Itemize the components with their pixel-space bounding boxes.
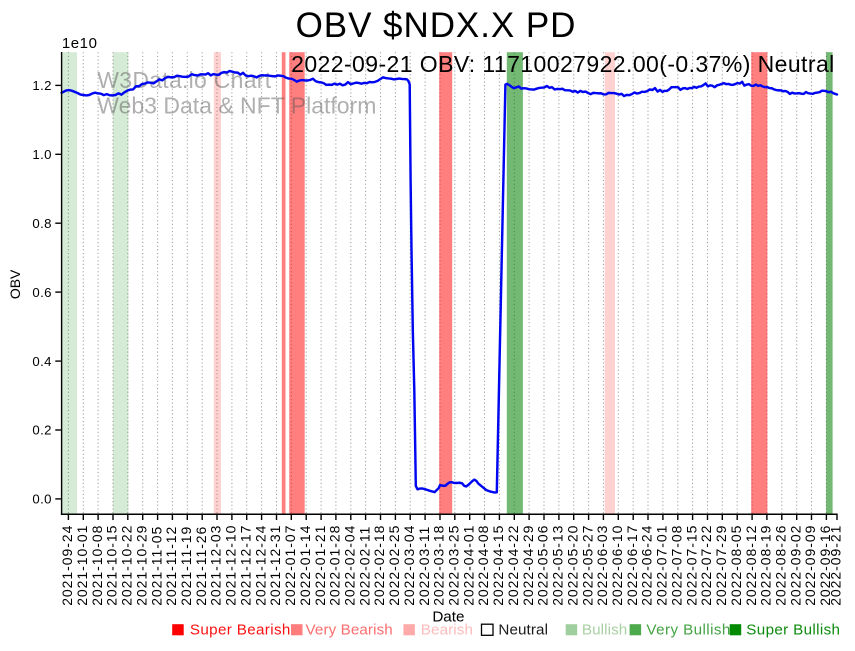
- svg-text:2022-07-15: 2022-07-15: [683, 525, 699, 606]
- svg-text:2021-10-22: 2021-10-22: [119, 525, 135, 606]
- svg-text:2022-04-01: 2022-04-01: [460, 525, 476, 606]
- svg-text:2022-01-28: 2022-01-28: [327, 525, 343, 606]
- svg-text:2022-05-13: 2022-05-13: [550, 525, 566, 606]
- svg-text:2022-01-07: 2022-01-07: [282, 525, 298, 606]
- svg-text:W3Data.io Chart: W3Data.io Chart: [97, 67, 271, 93]
- svg-text:Bearish: Bearish: [421, 621, 473, 638]
- svg-text:2022-01-14: 2022-01-14: [297, 525, 313, 606]
- svg-text:2021-12-31: 2021-12-31: [267, 525, 283, 606]
- svg-text:2022-07-08: 2022-07-08: [669, 525, 685, 606]
- svg-text:Very Bullish: Very Bullish: [646, 621, 730, 638]
- svg-text:2022-06-24: 2022-06-24: [639, 525, 655, 606]
- svg-text:2022-04-08: 2022-04-08: [475, 525, 491, 606]
- svg-text:2022-02-25: 2022-02-25: [386, 525, 402, 606]
- svg-text:0.6: 0.6: [32, 285, 51, 300]
- svg-text:0.8: 0.8: [32, 216, 51, 231]
- svg-text:2022-04-29: 2022-04-29: [520, 525, 536, 606]
- svg-text:OBV $NDX.X PD: OBV $NDX.X PD: [296, 6, 577, 45]
- svg-text:2022-08-26: 2022-08-26: [773, 525, 789, 606]
- svg-text:2022-02-11: 2022-02-11: [356, 526, 372, 606]
- svg-text:2022-03-04: 2022-03-04: [401, 525, 417, 606]
- svg-text:1e10: 1e10: [62, 35, 98, 52]
- svg-text:1.2: 1.2: [32, 78, 51, 93]
- svg-text:OBV: OBV: [7, 269, 23, 299]
- svg-text:2022-04-15: 2022-04-15: [490, 525, 506, 606]
- svg-text:0.4: 0.4: [32, 354, 51, 369]
- svg-text:2022-09-21: 2022-09-21: [828, 525, 844, 606]
- svg-text:2021-10-01: 2021-10-01: [74, 525, 90, 606]
- svg-text:2021-11-19: 2021-11-19: [178, 526, 194, 606]
- svg-text:0.2: 0.2: [32, 423, 51, 438]
- svg-text:2021-12-03: 2021-12-03: [208, 525, 224, 606]
- svg-text:2021-12-24: 2021-12-24: [252, 525, 268, 606]
- svg-text:2021-11-05: 2021-11-05: [148, 526, 164, 606]
- svg-text:2022-04-22: 2022-04-22: [505, 525, 521, 606]
- svg-text:2022-05-20: 2022-05-20: [564, 525, 580, 606]
- svg-text:2022-05-27: 2022-05-27: [579, 525, 595, 606]
- svg-text:Neutral: Neutral: [498, 621, 548, 638]
- svg-text:2021-12-10: 2021-12-10: [223, 525, 239, 606]
- svg-text:2022-09-16: 2022-09-16: [817, 525, 833, 606]
- svg-text:2021-09-24: 2021-09-24: [59, 525, 75, 606]
- svg-text:2022-09-02: 2022-09-02: [787, 525, 803, 606]
- svg-text:Date: Date: [432, 609, 464, 626]
- svg-text:Super Bearish: Super Bearish: [190, 621, 291, 638]
- svg-text:2021-10-15: 2021-10-15: [104, 525, 120, 606]
- svg-text:2021-10-08: 2021-10-08: [89, 525, 105, 606]
- svg-text:2022-08-05: 2022-08-05: [728, 525, 744, 606]
- svg-text:2022-02-18: 2022-02-18: [371, 525, 387, 606]
- svg-text:0.0: 0.0: [32, 492, 51, 507]
- svg-text:2022-06-03: 2022-06-03: [594, 525, 610, 606]
- svg-text:2022-08-12: 2022-08-12: [743, 525, 759, 606]
- svg-text:2021-11-12: 2021-11-12: [163, 526, 179, 606]
- svg-text:2021-10-29: 2021-10-29: [133, 525, 149, 606]
- svg-text:Super Bullish: Super Bullish: [746, 621, 840, 638]
- svg-text:2022-02-04: 2022-02-04: [342, 525, 358, 606]
- svg-text:Bullish: Bullish: [582, 621, 627, 638]
- svg-text:2022-08-19: 2022-08-19: [758, 525, 774, 606]
- svg-text:2022-07-29: 2022-07-29: [713, 525, 729, 606]
- svg-text:2022-06-10: 2022-06-10: [609, 525, 625, 606]
- svg-text:2022-09-21 OBV: 11710027922.00: 2022-09-21 OBV: 11710027922.00(-0.37%) N…: [291, 51, 835, 77]
- svg-text:2022-01-21: 2022-01-21: [312, 525, 328, 606]
- svg-text:Web3 Data & NFT Platform: Web3 Data & NFT Platform: [97, 92, 376, 118]
- svg-text:2022-07-01: 2022-07-01: [654, 525, 670, 606]
- svg-text:2021-12-17: 2021-12-17: [237, 525, 253, 606]
- svg-text:2022-07-22: 2022-07-22: [698, 525, 714, 606]
- svg-text:2021-11-26: 2021-11-26: [193, 526, 209, 606]
- svg-text:2022-06-17: 2022-06-17: [624, 525, 640, 606]
- svg-text:2022-03-18: 2022-03-18: [431, 525, 447, 606]
- svg-text:2022-05-06: 2022-05-06: [535, 525, 551, 606]
- svg-text:Very Bearish: Very Bearish: [306, 621, 393, 638]
- svg-text:1.0: 1.0: [32, 147, 51, 162]
- svg-text:2022-03-11: 2022-03-11: [416, 526, 432, 606]
- svg-text:2022-03-25: 2022-03-25: [446, 525, 462, 606]
- svg-text:2022-09-09: 2022-09-09: [802, 525, 818, 606]
